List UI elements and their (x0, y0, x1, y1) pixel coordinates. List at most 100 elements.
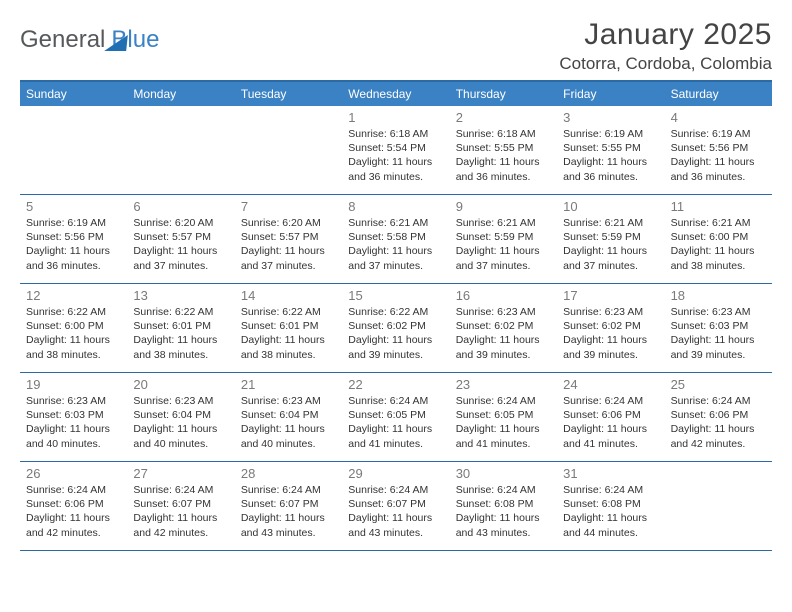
sunrise-label: Sunrise: 6:24 AM (563, 394, 658, 408)
sunset-label: Sunset: 5:57 PM (241, 230, 336, 244)
sunrise-label: Sunrise: 6:23 AM (456, 305, 551, 319)
day-number: 15 (348, 288, 443, 303)
day-number: 27 (133, 466, 228, 481)
sunset-label: Sunset: 6:07 PM (241, 497, 336, 511)
sunset-label: Sunset: 6:01 PM (133, 319, 228, 333)
daylight-label: Daylight: 11 hours and 41 minutes. (456, 422, 551, 450)
day-cell (20, 106, 127, 194)
day-info: Sunrise: 6:24 AMSunset: 6:06 PMDaylight:… (563, 394, 658, 451)
sunset-label: Sunset: 6:05 PM (456, 408, 551, 422)
day-cell: 3Sunrise: 6:19 AMSunset: 5:55 PMDaylight… (557, 106, 664, 194)
sunrise-label: Sunrise: 6:24 AM (241, 483, 336, 497)
day-cell: 21 Sunrise: 6:23 AMSunset: 6:04 PMDayligh… (235, 373, 342, 461)
day-number: 13 (133, 288, 228, 303)
day-number: 24 (563, 377, 658, 392)
calendar-table: Sunday Monday Tuesday Wednesday Thursday… (20, 80, 772, 551)
sunset-label: Sunset: 5:54 PM (348, 141, 443, 155)
week-row: 12Sunrise: 6:22 AMSunset: 6:00 PMDayligh… (20, 284, 772, 373)
day-info: Sunrise: 6:22 AMSunset: 6:01 PMDaylight:… (241, 305, 336, 362)
daylight-label: Daylight: 11 hours and 37 minutes. (348, 244, 443, 272)
sunset-label: Sunset: 6:06 PM (671, 408, 766, 422)
day-info: Sunrise: 6:23 AMSunset: 6:04 PMDaylight:… (241, 394, 336, 451)
daylight-label: Daylight: 11 hours and 37 minutes. (133, 244, 228, 272)
daylight-label: Daylight: 11 hours and 39 minutes. (348, 333, 443, 361)
sunrise-label: Sunrise: 6:24 AM (456, 483, 551, 497)
day-number: 29 (348, 466, 443, 481)
day-cell: 12Sunrise: 6:22 AMSunset: 6:00 PMDayligh… (20, 284, 127, 372)
dow-thursday: Thursday (450, 82, 557, 106)
brand-part1: General (20, 26, 105, 54)
sunrise-label: Sunrise: 6:23 AM (133, 394, 228, 408)
daylight-label: Daylight: 11 hours and 39 minutes. (671, 333, 766, 361)
daylight-label: Daylight: 11 hours and 43 minutes. (348, 511, 443, 539)
day-number: 18 (671, 288, 766, 303)
day-number: 26 (26, 466, 121, 481)
day-cell: 15Sunrise: 6:22 AMSunset: 6:02 PMDayligh… (342, 284, 449, 372)
dow-saturday: Saturday (665, 82, 772, 106)
daylight-label: Daylight: 11 hours and 36 minutes. (671, 155, 766, 183)
day-number: 31 (563, 466, 658, 481)
daylight-label: Daylight: 11 hours and 38 minutes. (133, 333, 228, 361)
location-label: Cotorra, Cordoba, Colombia (559, 54, 772, 74)
day-cell: 23Sunrise: 6:24 AMSunset: 6:05 PMDayligh… (450, 373, 557, 461)
day-number: 22 (348, 377, 443, 392)
daylight-label: Daylight: 11 hours and 42 minutes. (26, 511, 121, 539)
sunset-label: Sunset: 6:03 PM (26, 408, 121, 422)
sunset-label: Sunset: 5:59 PM (456, 230, 551, 244)
daylight-label: Daylight: 11 hours and 42 minutes. (133, 511, 228, 539)
day-info: Sunrise: 6:23 AMSunset: 6:02 PMDaylight:… (456, 305, 551, 362)
daylight-label: Daylight: 11 hours and 38 minutes. (671, 244, 766, 272)
dow-friday: Friday (557, 82, 664, 106)
day-cell: 4Sunrise: 6:19 AMSunset: 5:56 PMDaylight… (665, 106, 772, 194)
sunset-label: Sunset: 6:03 PM (671, 319, 766, 333)
day-info: Sunrise: 6:19 AMSunset: 5:56 PMDaylight:… (26, 216, 121, 273)
sunrise-label: Sunrise: 6:19 AM (26, 216, 121, 230)
day-cell: 5Sunrise: 6:19 AMSunset: 5:56 PMDaylight… (20, 195, 127, 283)
day-number: 3 (563, 110, 658, 125)
day-cell: 30Sunrise: 6:24 AMSunset: 6:08 PMDayligh… (450, 462, 557, 550)
day-number: 1 (348, 110, 443, 125)
sunrise-label: Sunrise: 6:22 AM (133, 305, 228, 319)
daylight-label: Daylight: 11 hours and 41 minutes. (348, 422, 443, 450)
day-cell: 1 Sunrise: 6:18 AMSunset: 5:54 PMDaylight… (342, 106, 449, 194)
sunrise-label: Sunrise: 6:22 AM (26, 305, 121, 319)
sunset-label: Sunset: 6:00 PM (671, 230, 766, 244)
sail-icon (105, 35, 129, 51)
day-info: Sunrise: 6:21 AMSunset: 5:59 PMDaylight:… (456, 216, 551, 273)
day-cell: 11Sunrise: 6:21 AMSunset: 6:00 PMDayligh… (665, 195, 772, 283)
day-info: Sunrise: 6:20 AMSunset: 5:57 PMDaylight:… (241, 216, 336, 273)
day-info: Sunrise: 6:21 AMSunset: 5:58 PMDaylight:… (348, 216, 443, 273)
sunrise-label: Sunrise: 6:22 AM (241, 305, 336, 319)
day-info: Sunrise: 6:22 AMSunset: 6:00 PMDaylight:… (26, 305, 121, 362)
day-cell: 7Sunrise: 6:20 AMSunset: 5:57 PMDaylight… (235, 195, 342, 283)
week-row: 1Sunrise: 6:18 AMSunset: 5:54 PMDaylight… (20, 106, 772, 195)
sunset-label: Sunset: 6:01 PM (241, 319, 336, 333)
sunset-label: Sunset: 6:07 PM (348, 497, 443, 511)
sunrise-label: Sunrise: 6:18 AM (348, 127, 443, 141)
dow-monday: Monday (127, 82, 234, 106)
sunrise-label: Sunrise: 6:21 AM (563, 216, 658, 230)
day-info: Sunrise: 6:24 AMSunset: 6:05 PMDaylight:… (348, 394, 443, 451)
day-info: Sunrise: 6:24 AMSunset: 6:08 PMDaylight:… (456, 483, 551, 540)
day-cell: 9Sunrise: 6:21 AMSunset: 5:59 PMDaylight… (450, 195, 557, 283)
sunset-label: Sunset: 6:06 PM (563, 408, 658, 422)
day-cell: 6Sunrise: 6:20 AMSunset: 5:57 PMDaylight… (127, 195, 234, 283)
day-cell: 24 Sunrise: 6:24 AMSunset: 6:06 PMDayligh… (557, 373, 664, 461)
day-number: 21 (241, 377, 336, 392)
daylight-label: Daylight: 11 hours and 36 minutes. (456, 155, 551, 183)
day-info: Sunrise: 6:19 AMSunset: 5:56 PMDaylight:… (671, 127, 766, 184)
day-cell: 8Sunrise: 6:21 AMSunset: 5:58 PMDaylight… (342, 195, 449, 283)
sunset-label: Sunset: 6:04 PM (133, 408, 228, 422)
day-info: Sunrise: 6:23 AMSunset: 6:03 PMDaylight:… (26, 394, 121, 451)
day-info: Sunrise: 6:18 AMSunset: 5:54 PMDaylight:… (348, 127, 443, 184)
sunset-label: Sunset: 5:57 PM (133, 230, 228, 244)
day-number: 10 (563, 199, 658, 214)
daylight-label: Daylight: 11 hours and 36 minutes. (563, 155, 658, 183)
day-number: 11 (671, 199, 766, 214)
sunset-label: Sunset: 6:07 PM (133, 497, 228, 511)
week-row: 19Sunrise: 6:23 AMSunset: 6:03 PMDayligh… (20, 373, 772, 462)
day-info: Sunrise: 6:24 AMSunset: 6:08 PMDaylight:… (563, 483, 658, 540)
daylight-label: Daylight: 11 hours and 41 minutes. (563, 422, 658, 450)
sunrise-label: Sunrise: 6:24 AM (456, 394, 551, 408)
daylight-label: Daylight: 11 hours and 36 minutes. (26, 244, 121, 272)
